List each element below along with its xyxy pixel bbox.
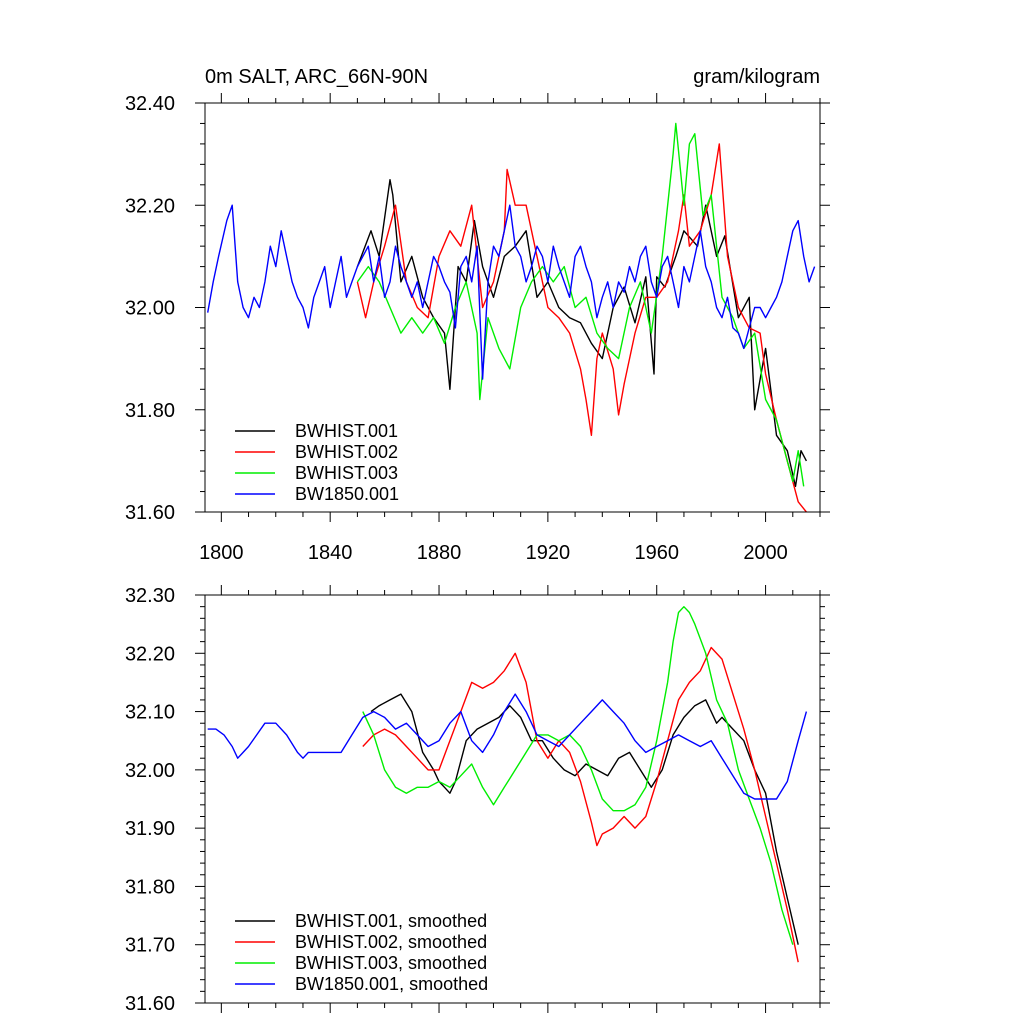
y-tick-label: 31.80 — [125, 400, 175, 422]
y-tick-label: 31.80 — [125, 876, 175, 898]
bottom-ticks — [195, 585, 830, 1013]
series-line-0 — [370, 693, 799, 945]
y-tick-label: 32.10 — [125, 702, 175, 724]
y-tick-label: 32.00 — [125, 760, 175, 782]
bottom-chart-panel: 31.60 31.70 31.80 31.90 32.00 32.10 32.20 32.30… — [125, 585, 830, 1015]
series-line-1 — [362, 646, 799, 963]
legend-label-2: BWHIST.003, smoothed — [295, 953, 487, 973]
y-tick-label: 31.70 — [125, 935, 175, 957]
x-tick-label: 2000 — [743, 542, 788, 564]
y-tick-label: 32.20 — [125, 195, 175, 217]
bottom-plot-frame — [204, 594, 821, 1004]
y-tick-label: 32.30 — [125, 585, 175, 607]
chart-units: gram/kilogram — [693, 66, 820, 88]
y-tick-label: 32.40 — [125, 93, 175, 115]
legend-label-1: BWHIST.002 — [295, 442, 398, 462]
series-line-3 — [207, 693, 808, 800]
x-tick-label: 1800 — [199, 542, 244, 564]
top-plot-frame — [204, 102, 821, 513]
y-tick-label: 32.20 — [125, 643, 175, 665]
legend-label-0: BWHIST.001, smoothed — [295, 911, 487, 931]
x-tick-label: 1840 — [308, 542, 353, 564]
top-plot-lines — [207, 122, 816, 513]
top-tick-labels: 31.60 31.80 32.00 32.20 32.40 1800 1840 1880 192… — [125, 93, 788, 564]
x-tick-label: 1920 — [526, 542, 571, 564]
y-tick-label: 31.60 — [125, 502, 175, 524]
series-line-3 — [207, 204, 816, 380]
x-tick-label: 1960 — [634, 542, 679, 564]
series-line-2 — [356, 122, 805, 487]
legend-label-3: BW1850.001 — [295, 484, 399, 504]
bottom-plot-lines — [207, 606, 808, 963]
series-line-2 — [362, 606, 794, 945]
bottom-tick-labels: 31.60 31.70 31.80 31.90 32.00 32.10 32.20 32.30 — [125, 585, 175, 1015]
y-tick-label: 31.60 — [125, 993, 175, 1015]
chart-title: 0m SALT, ARC_66N-90N — [205, 66, 428, 88]
series-line-1 — [356, 143, 807, 513]
legend-label-0: BWHIST.001 — [295, 421, 398, 441]
legend-label-1: BWHIST.002, smoothed — [295, 932, 487, 952]
y-tick-label: 31.90 — [125, 818, 175, 840]
legend-label-2: BWHIST.003 — [295, 463, 398, 483]
top-chart-panel: 0m SALT, ARC_66N-90N gram/kilogram 31.60… — [125, 66, 830, 564]
y-tick-label: 32.00 — [125, 298, 175, 320]
series-line-0 — [356, 178, 808, 488]
legend-label-3: BW1850.001, smoothed — [295, 974, 488, 994]
top-ticks — [195, 93, 830, 522]
x-tick-label: 1880 — [417, 542, 462, 564]
